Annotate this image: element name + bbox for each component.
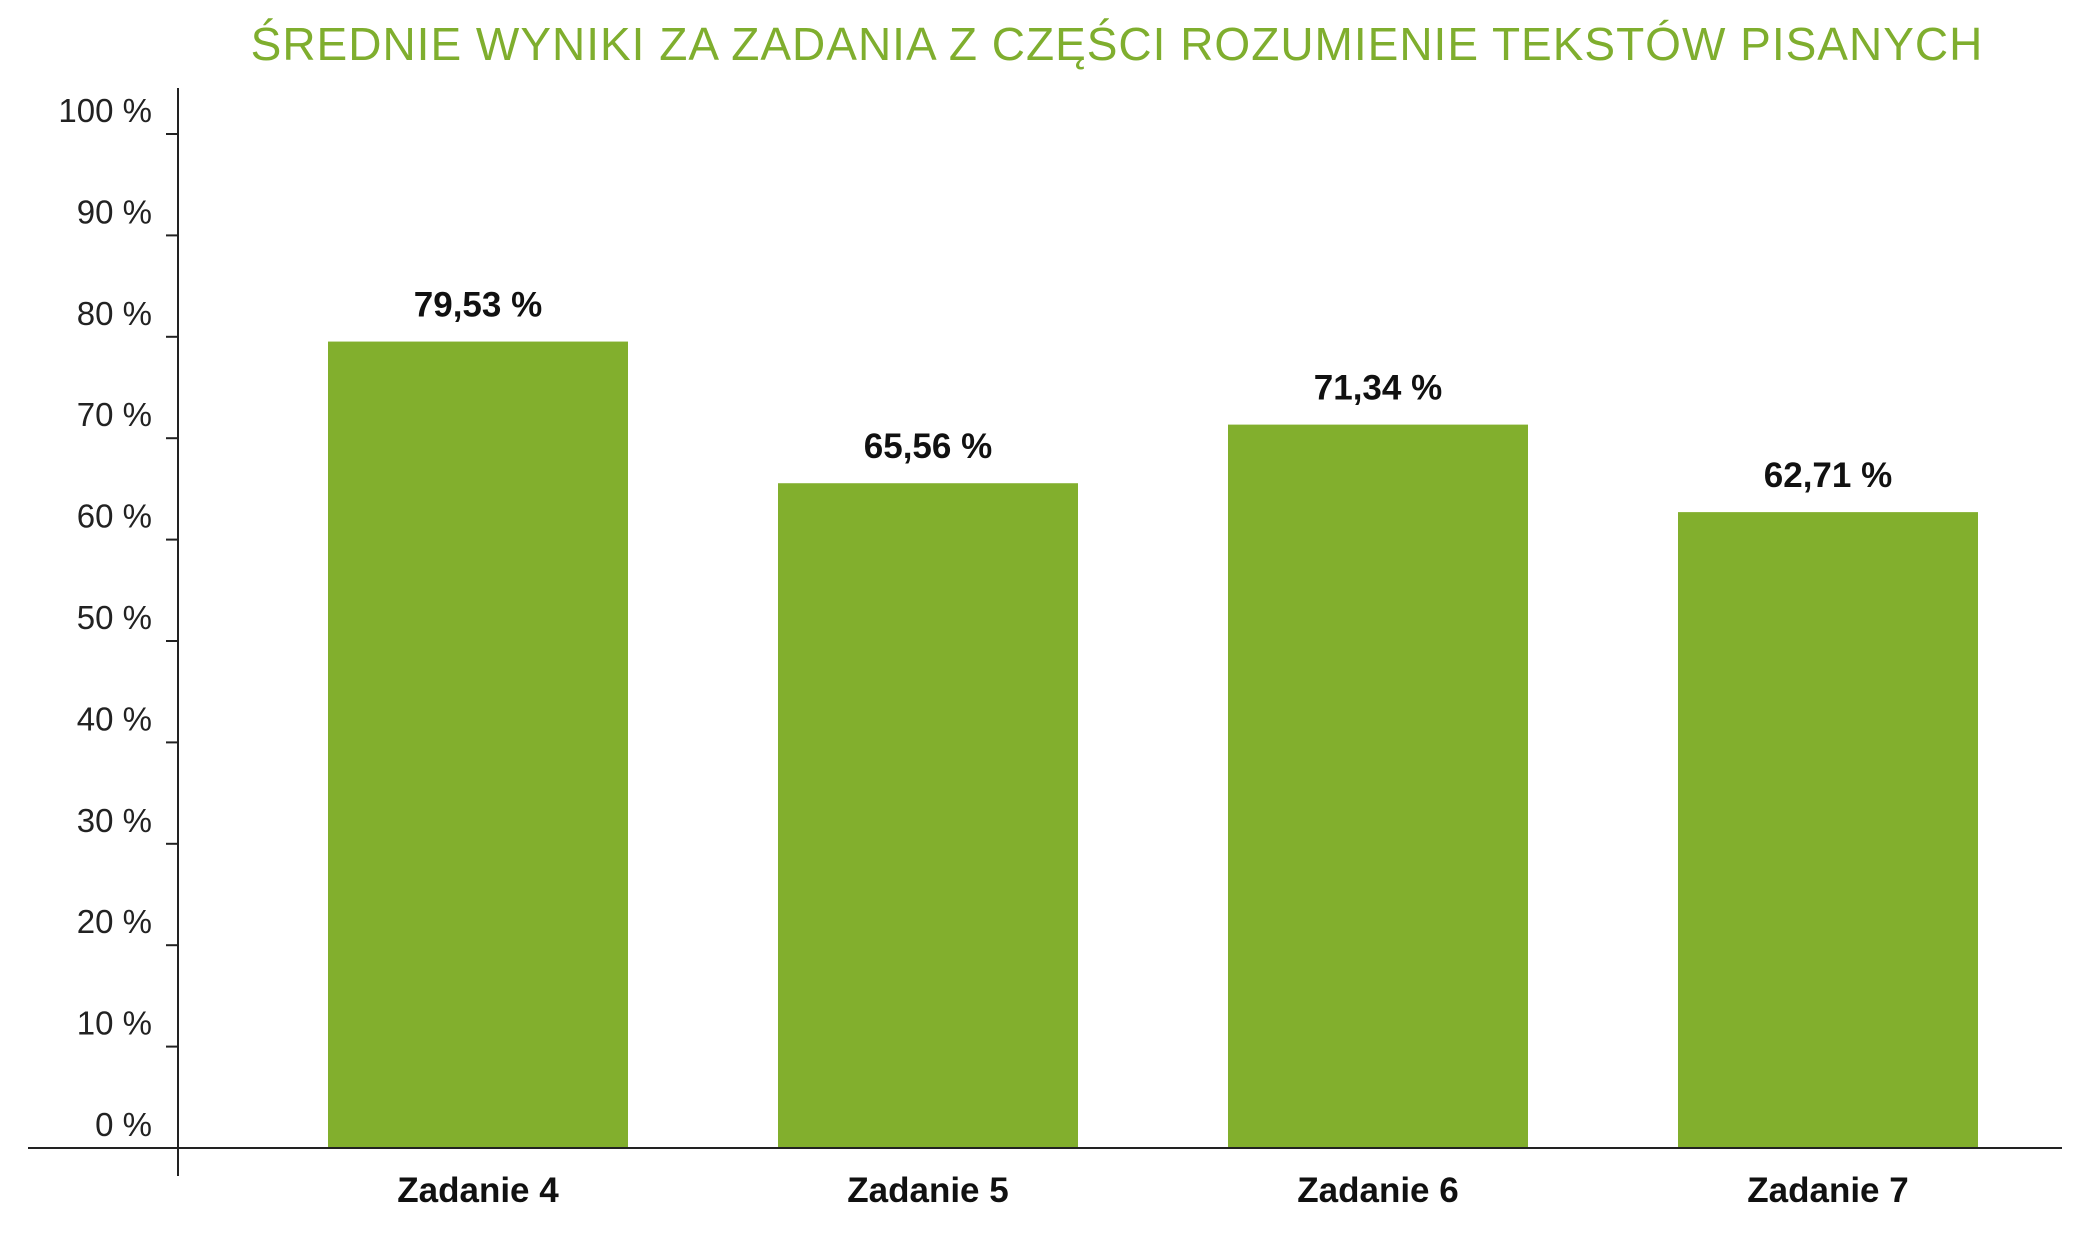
y-tick-label: 60 % [77,498,152,535]
bar [778,483,1078,1149]
y-tick-label: 20 % [77,903,152,940]
y-tick-label: 10 % [77,1005,152,1042]
y-tick-label: 100 % [58,92,152,129]
x-tick-label: Zadanie 4 [397,1171,559,1210]
bar-value-label: 65,56 % [864,427,992,466]
x-tick-label: Zadanie 6 [1297,1171,1458,1210]
x-axis: Zadanie 4 Zadanie 5 Zadanie 6 Zadanie 7 [28,1147,2062,1210]
bars: 79,53 % 65,56 % 71,34 % 62,71 % [328,286,1978,1149]
bar-value-label: 71,34 % [1314,369,1442,408]
bar [328,341,628,1148]
bar-value-label: 62,71 % [1764,456,1892,495]
x-tick-label: Zadanie 5 [847,1171,1008,1210]
y-tick-label: 30 % [77,802,152,839]
y-tick-label: 40 % [77,700,152,737]
y-tick-label: 50 % [77,599,152,636]
chart-title: ŚREDNIE WYNIKI ZA ZADANIA Z CZĘŚCI ROZUM… [251,18,1984,70]
y-tick-label: 0 % [95,1106,152,1143]
y-axis: 0 % 10 % 20 % 30 % 40 % 50 % 60 % 70 % 80 % 90 % 1… [58,88,179,1176]
y-tick-label: 70 % [77,396,152,433]
bar [1678,512,1978,1148]
bar-value-label: 79,53 % [414,286,542,325]
y-tick-label: 80 % [77,295,152,332]
x-tick-label: Zadanie 7 [1747,1171,1908,1210]
y-tick-label: 90 % [77,193,152,230]
bar [1228,424,1528,1148]
